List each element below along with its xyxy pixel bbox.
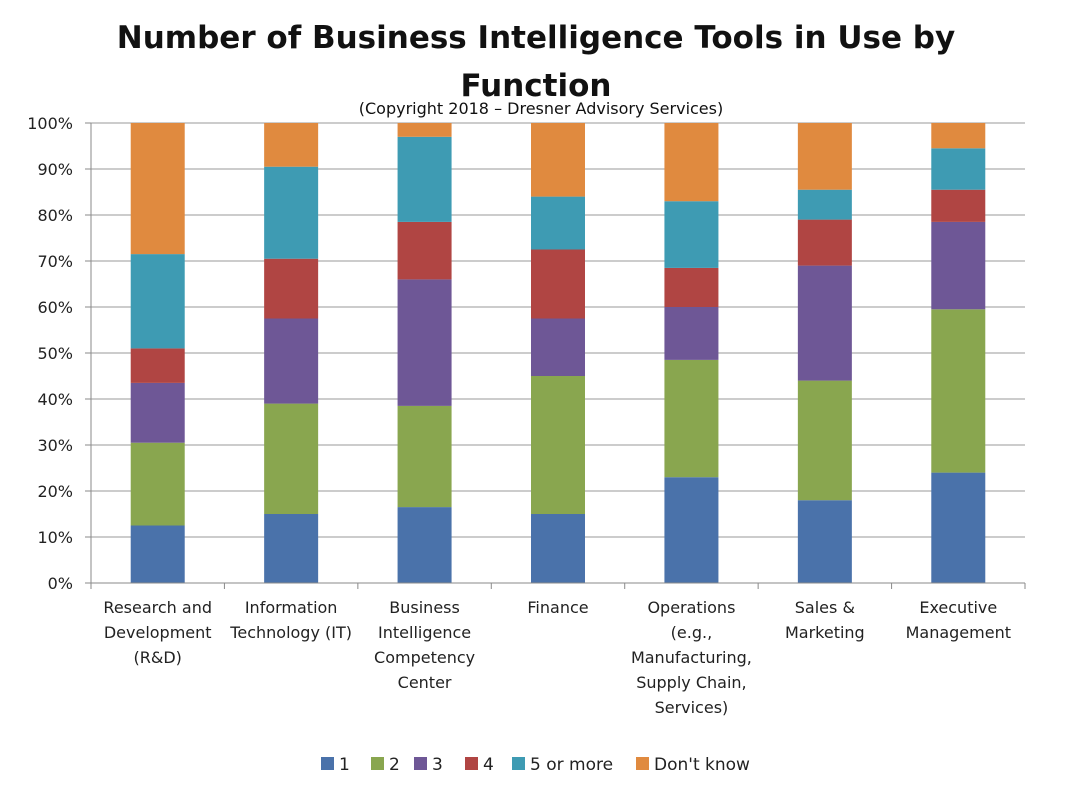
bar-segment [664, 201, 719, 268]
legend: 1 2 3 4 5 or more Don't know [321, 755, 750, 775]
chart-subtitle: (Copyright 2018 – Dresner Advisory Servi… [359, 99, 723, 118]
bar-segment [797, 189, 852, 220]
bar-segment [264, 166, 319, 259]
y-tick-label: 70% [37, 252, 73, 271]
x-tick-label: Operations (e.g., Manufacturing, Supply Cha… [631, 598, 752, 717]
bar-segment [797, 500, 852, 583]
bar-segment [931, 189, 986, 222]
legend-swatch [371, 757, 384, 770]
bars [130, 123, 986, 583]
legend-label: 2 [389, 755, 400, 775]
y-axis-ticks: 0% 10% 20% 30% 40% 50% 60% 70% 80% 90% 100% [27, 114, 73, 593]
y-tick-label: 30% [37, 436, 73, 455]
bar-segment [397, 136, 452, 222]
y-tick-label: 50% [37, 344, 73, 363]
bar-segment [797, 123, 852, 190]
bar-segment [664, 477, 719, 583]
bar-segment [130, 254, 185, 349]
legend-item: 5 or more [512, 755, 613, 775]
bar-segment [264, 258, 319, 319]
bar-segment [264, 123, 319, 167]
legend-item: Don't know [636, 755, 750, 775]
bar-segment [931, 148, 986, 190]
bar-segment [664, 267, 719, 307]
legend-label: 4 [483, 755, 494, 775]
bar-segment [531, 318, 585, 376]
bar-segment [664, 307, 719, 360]
legend-label: 1 [339, 755, 350, 775]
bar-segment [264, 403, 319, 514]
legend-label: 3 [432, 755, 443, 775]
x-axis-ticks: Research and Development (R&D) Information T… [103, 598, 1011, 717]
bar-segment [397, 123, 452, 137]
bar-segment [931, 123, 986, 149]
bar-segment [531, 514, 585, 583]
bar-segment [397, 507, 452, 583]
bar-segment [664, 359, 719, 478]
bar-segment [130, 123, 185, 255]
bar-segment [264, 318, 319, 404]
legend-swatch [321, 757, 334, 770]
bar-segment [397, 221, 452, 280]
x-tick-label: Information Technology (IT) [229, 598, 352, 642]
bar-segment [130, 525, 185, 583]
y-tick-label: 40% [37, 390, 73, 409]
legend-swatch [636, 757, 649, 770]
bar-segment [531, 249, 585, 319]
bar-segment [264, 514, 319, 583]
y-tick-label: 20% [37, 482, 73, 501]
x-tick-label: Finance [527, 598, 588, 617]
bar-segment [931, 221, 986, 310]
legend-swatch [414, 757, 427, 770]
y-tick-label: 10% [37, 528, 73, 547]
legend-item: 3 [414, 755, 443, 775]
axes [90, 123, 1026, 589]
bar-segment [797, 265, 852, 381]
x-tick-label: Executive Management [906, 598, 1011, 642]
y-tick-label: 60% [37, 298, 73, 317]
x-tick-label: Sales & Marketing [785, 598, 865, 642]
y-tick-label: 0% [48, 574, 73, 593]
x-tick-label: Business Intelligence Competency Center [374, 598, 475, 692]
bar-segment [130, 382, 185, 443]
chart-title: Number of Business Intelligence Tools in… [117, 20, 955, 56]
bar-segment [664, 123, 719, 202]
bar-segment [531, 196, 585, 250]
bar-segment [931, 472, 986, 583]
bar-segment [531, 123, 585, 197]
bar-segment [130, 348, 185, 383]
legend-swatch [512, 757, 525, 770]
legend-item: 1 [321, 755, 350, 775]
bar-segment [397, 279, 452, 406]
chart-title-line-2: Function [461, 68, 612, 104]
x-tick-label: Research and Development (R&D) [103, 598, 212, 667]
legend-label: 5 or more [530, 755, 613, 775]
legend-item: 4 [465, 755, 494, 775]
y-tick-label: 100% [27, 114, 73, 133]
legend-item: 2 [371, 755, 400, 775]
legend-label: Don't know [654, 755, 750, 775]
bar-segment [130, 442, 185, 526]
bar-segment [931, 309, 986, 473]
bar-segment [797, 380, 852, 501]
legend-swatch [465, 757, 478, 770]
y-tick-label: 90% [37, 160, 73, 179]
bar-segment [531, 376, 585, 514]
bar-segment [397, 405, 452, 508]
bar-segment [797, 219, 852, 266]
y-tick-label: 80% [37, 206, 73, 225]
